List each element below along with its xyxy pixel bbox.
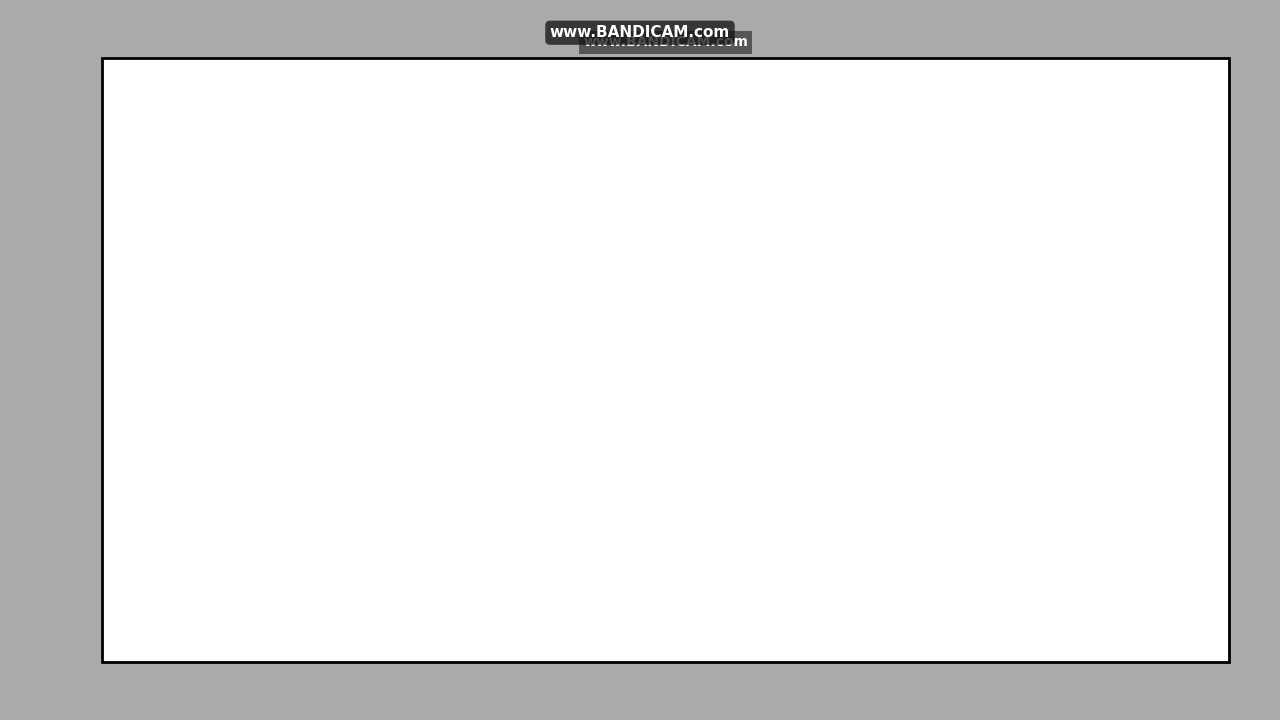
Text: STARTING SYSTEM WIRING DIAGRAM FOR
FREIGHLINER TRUCK: STARTING SYSTEM WIRING DIAGRAM FOR FREIG… bbox=[136, 108, 493, 140]
Text: www.BANDICAM.com: www.BANDICAM.com bbox=[550, 25, 730, 40]
Bar bbox=[530, 209, 891, 340]
Bar bbox=[553, 184, 621, 209]
Polygon shape bbox=[891, 214, 970, 335]
Bar bbox=[170, 400, 417, 562]
Bar bbox=[823, 395, 980, 506]
Bar bbox=[164, 454, 184, 476]
Bar bbox=[412, 446, 433, 471]
Text: MAGNETIC SWITCH: MAGNETIC SWITCH bbox=[666, 394, 799, 407]
Text: PUSH BUTTON KEY START: PUSH BUTTON KEY START bbox=[530, 621, 712, 634]
Text: www.BANDICAM.com: www.BANDICAM.com bbox=[584, 35, 748, 50]
Text: [webcam]: [webcam] bbox=[1043, 587, 1100, 597]
Text: STARTER MOTOR: STARTER MOTOR bbox=[611, 267, 742, 282]
Bar bbox=[914, 436, 936, 466]
Text: BATTERY: BATTERY bbox=[256, 474, 332, 488]
Bar bbox=[868, 431, 1274, 713]
Circle shape bbox=[844, 408, 938, 493]
